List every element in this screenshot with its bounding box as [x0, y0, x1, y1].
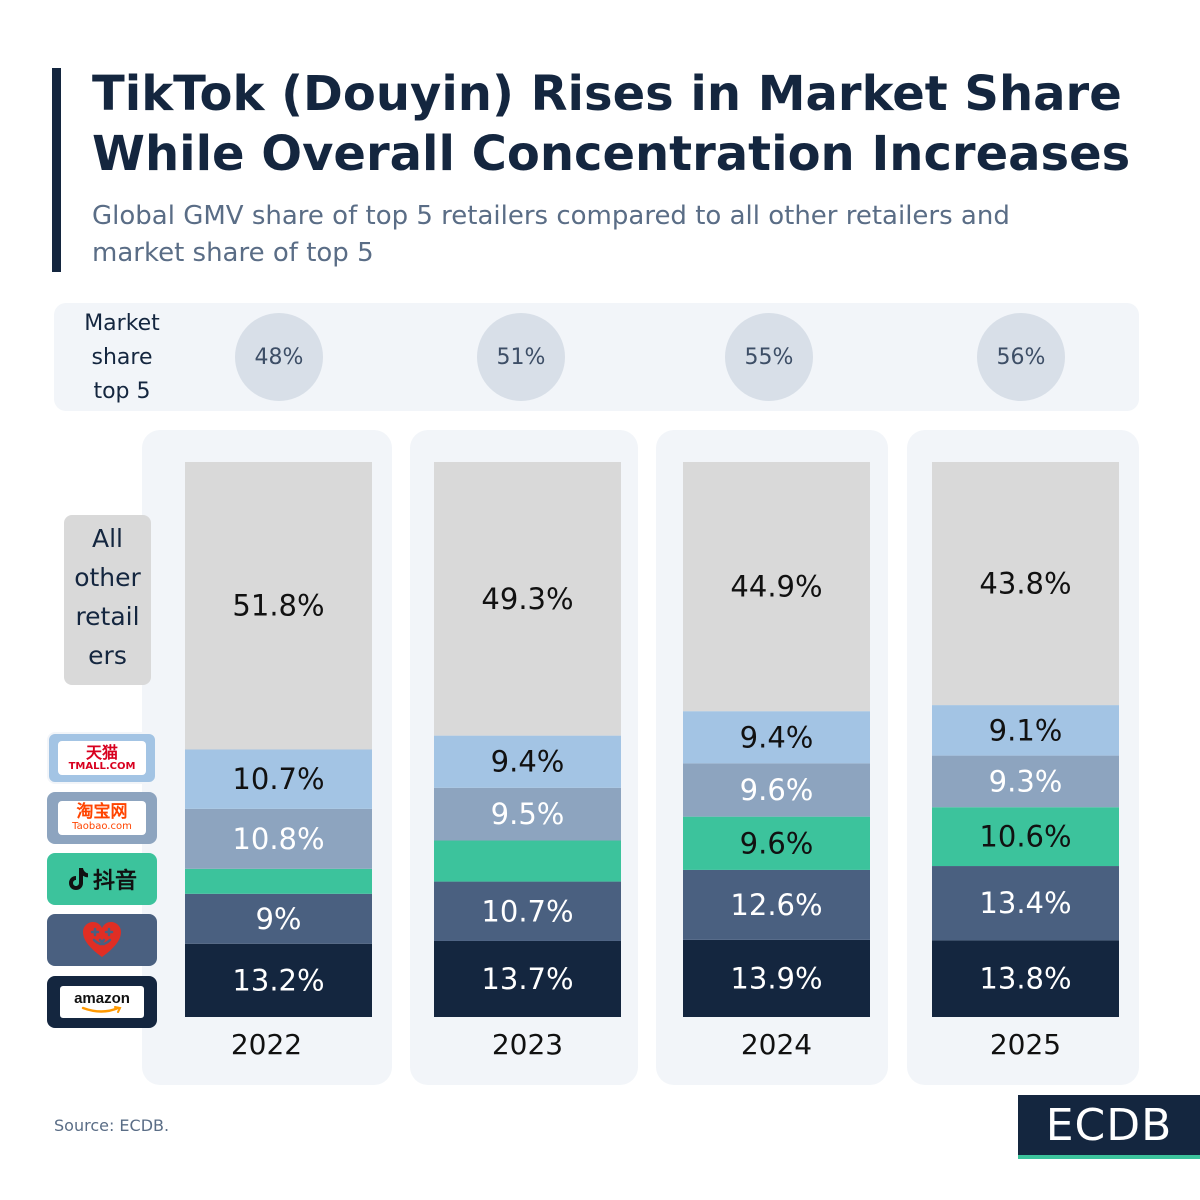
- douyin-logo-mark: 抖音: [67, 863, 137, 895]
- bar-taobao-2024: [683, 763, 870, 817]
- legend-all-other-retailers: All other retail ers: [64, 515, 151, 685]
- title-accent-bar: [52, 68, 61, 272]
- chart-title-line-1: TikTok (Douyin) Rises in Market Share: [92, 66, 1122, 122]
- tmall-logo-zh: 天猫: [85, 742, 118, 762]
- bar-pinduoduo-2022: [185, 893, 372, 944]
- x-tick-label-2022: 2022: [231, 1028, 302, 1061]
- bar-all-other-retailers-2022: [185, 462, 372, 750]
- bar-amazon-2025: [932, 940, 1119, 1017]
- ecdb-brand-logo: ECDB: [1018, 1095, 1200, 1159]
- data-label-tmall-2024: 9.4%: [740, 720, 814, 754]
- legend-tmall-logo: 天猫 TMALL.COM: [47, 732, 157, 784]
- bar-tmall-2024: [683, 711, 870, 764]
- bar-taobao-2023: [434, 787, 621, 841]
- legend-other-line: retail: [75, 602, 140, 631]
- tmall-logo-chip: 天猫 TMALL.COM: [58, 741, 146, 775]
- data-label-taobao-2022: 10.8%: [232, 822, 324, 856]
- x-tick-label-2023: 2023: [492, 1028, 563, 1061]
- data-label-pinduoduo-2025: 13.4%: [979, 886, 1071, 920]
- bar-all-other-retailers-2024: [683, 462, 870, 712]
- chart-title: TikTok (Douyin) Rises in Market Share Wh…: [92, 64, 1172, 184]
- market-share-circle-2023: 51%: [477, 313, 565, 401]
- bar-all-other-retailers-2025: [932, 462, 1119, 706]
- x-tick-label-2025: 2025: [990, 1028, 1061, 1061]
- data-label-amazon-2022: 13.2%: [232, 963, 324, 997]
- tiktok-note-icon: [68, 868, 88, 890]
- data-label-tmall-2025: 9.1%: [989, 713, 1063, 747]
- bar-pinduoduo-2024: [683, 869, 870, 940]
- bar-douyin-2023: [434, 840, 621, 882]
- data-label-tmall-2022: 10.7%: [232, 762, 324, 796]
- legend-taobao-logo: 淘宝网 Taobao.com: [47, 792, 157, 844]
- pinduoduo-heart-icon: [83, 922, 121, 957]
- legend-amazon-logo: amazon: [47, 976, 157, 1028]
- data-label-pinduoduo-2022: 9%: [255, 902, 301, 936]
- x-tick-label-2024: 2024: [741, 1028, 812, 1061]
- data-label-amazon-2023: 13.7%: [481, 962, 573, 996]
- data-label-all-other-retailers-2025: 43.8%: [979, 567, 1071, 601]
- data-label-douyin-2025: 10.6%: [979, 820, 1071, 854]
- taobao-logo-zh: 淘宝网: [76, 802, 128, 822]
- legend-other-line: All: [92, 524, 123, 553]
- bar-amazon-2024: [683, 939, 870, 1017]
- data-label-pinduoduo-2024: 12.6%: [730, 888, 822, 922]
- taobao-logo-en: Taobao.com: [72, 821, 132, 832]
- data-label-pinduoduo-2023: 10.7%: [481, 894, 573, 928]
- bar-tmall-2022: [185, 749, 372, 809]
- chart-subtitle-line-2: market share of top 5: [92, 238, 374, 268]
- bar-douyin-2025: [932, 807, 1119, 867]
- data-label-all-other-retailers-2024: 44.9%: [730, 570, 822, 604]
- bar-amazon-2023: [434, 940, 621, 1017]
- data-label-taobao-2025: 9.3%: [989, 764, 1063, 798]
- data-label-taobao-2023: 9.5%: [491, 797, 565, 831]
- market-share-circle-2025: 56%: [977, 313, 1065, 401]
- bar-pinduoduo-2025: [932, 866, 1119, 941]
- chart-title-line-2: While Overall Concentration Increases: [92, 126, 1131, 182]
- data-label-all-other-retailers-2022: 51.8%: [232, 589, 324, 623]
- bar-taobao-2022: [185, 808, 372, 869]
- market-share-label-line: top 5: [93, 379, 151, 404]
- bar-douyin-2024: [683, 816, 870, 870]
- market-share-label: Market share top 5: [62, 307, 182, 409]
- bar-pinduoduo-2023: [434, 881, 621, 941]
- taobao-logo-chip: 淘宝网 Taobao.com: [58, 801, 146, 835]
- bar-tmall-2023: [434, 735, 621, 788]
- legend-pinduoduo-logo: [47, 914, 157, 966]
- market-share-strip: [54, 303, 1139, 411]
- bar-tmall-2025: [932, 705, 1119, 756]
- market-share-label-line: share: [91, 345, 153, 370]
- amazon-smile-icon: [81, 1005, 122, 1013]
- data-label-douyin-2024: 9.6%: [740, 826, 814, 860]
- data-label-all-other-retailers-2023: 49.3%: [481, 582, 573, 616]
- chart-subtitle-line-1: Global GMV share of top 5 retailers comp…: [92, 201, 1010, 231]
- legend-other-line: other: [74, 563, 141, 592]
- market-share-label-line: Market: [84, 311, 160, 336]
- source-note: Source: ECDB.: [54, 1116, 170, 1135]
- bar-douyin-2022: [185, 868, 372, 894]
- bar-all-other-retailers-2023: [434, 462, 621, 736]
- market-share-circle-2022: 48%: [235, 313, 323, 401]
- chart-subtitle: Global GMV share of top 5 retailers comp…: [92, 198, 1152, 272]
- douyin-logo-zh: 抖音: [92, 869, 137, 894]
- market-share-circle-2024: 55%: [725, 313, 813, 401]
- bar-taobao-2025: [932, 755, 1119, 808]
- legend-other-line: ers: [88, 641, 127, 670]
- amazon-logo-word: amazon: [74, 989, 130, 1007]
- data-label-taobao-2024: 9.6%: [740, 773, 814, 807]
- data-label-tmall-2023: 9.4%: [491, 745, 565, 779]
- amazon-logo-chip: amazon: [60, 986, 144, 1018]
- bar-amazon-2022: [185, 943, 372, 1017]
- data-label-amazon-2025: 13.8%: [979, 962, 1071, 996]
- legend-douyin-logo: 抖音: [47, 853, 157, 905]
- tmall-logo-en: TMALL.COM: [68, 760, 136, 772]
- data-label-amazon-2024: 13.9%: [730, 961, 822, 995]
